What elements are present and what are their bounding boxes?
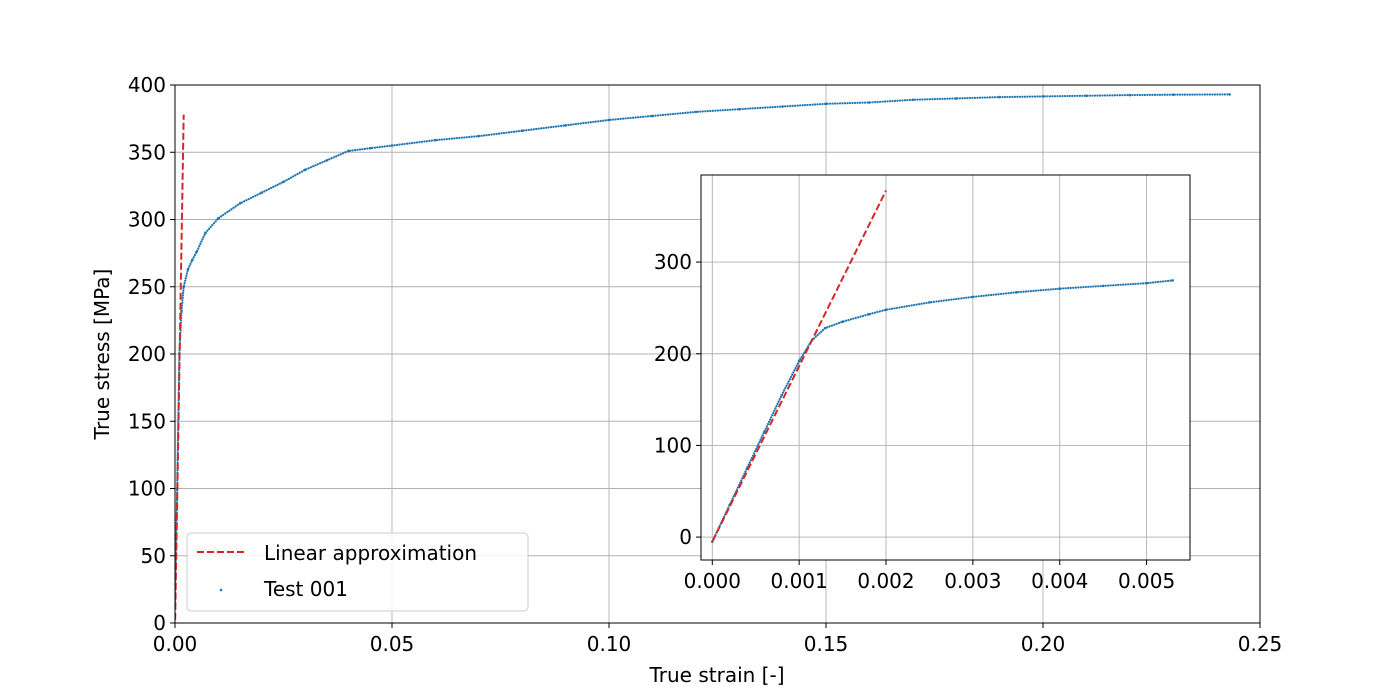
inset-test-001-point (780, 393, 784, 397)
inset-test-001-point (823, 326, 827, 330)
inset-plot-frame (700, 174, 1191, 561)
inset-test-001-point (1171, 279, 1174, 282)
main-test-001-point (303, 168, 307, 172)
inset-test-001-point (841, 320, 844, 323)
main-test-001-point (282, 180, 285, 184)
main-x-tick-label: 0.25 (1238, 632, 1283, 656)
inset-x-tick-label: 0.002 (857, 569, 914, 593)
main-test-001-point (651, 114, 654, 118)
main-test-001-point (182, 285, 185, 289)
inset-y-tick-label: 100 (654, 433, 692, 457)
main-test-001-point (217, 216, 220, 220)
main-y-tick-label: 200 (128, 342, 166, 366)
main-test-001-point (1171, 93, 1175, 96)
main-test-001-point (238, 202, 242, 205)
main-test-001-point (186, 267, 190, 271)
main-test-001-point (1085, 94, 1088, 98)
main-y-tick-label: 350 (128, 140, 166, 164)
inset-test-001-point (797, 359, 801, 363)
main-x-tick-label: 0.15 (804, 632, 849, 656)
main-test-001-point (694, 110, 698, 114)
inset-y-tick-label: 0 (679, 525, 692, 549)
main-test-001-point (180, 309, 183, 313)
inset-test-001-point (1145, 281, 1148, 285)
main-test-001-point (369, 146, 372, 150)
main-test-001-point (911, 98, 915, 102)
main-y-tick-label: 400 (128, 73, 166, 97)
legend-marker-test-001 (219, 588, 223, 592)
main-test-001-point (204, 231, 207, 235)
inset-test-001-trace (711, 279, 1174, 543)
main-test-001-point (737, 107, 741, 111)
main-test-001-point (477, 134, 481, 138)
main-test-001-point (998, 95, 1001, 99)
main-x-tick-label: 0.05 (370, 632, 415, 656)
main-linear-approximation-line (175, 114, 185, 623)
inset-y-tick-label: 300 (654, 250, 692, 274)
inset-test-001-point (928, 301, 931, 304)
y-axis-label: True stress [MPa] (90, 269, 114, 441)
main-series (175, 93, 1231, 623)
main-test-001-point (1041, 95, 1045, 98)
main-x-tick-label: 0.20 (1021, 632, 1066, 656)
main-ticks: 0.00 0.05 0.10 0.15 0.20 0.25 0 50 100 150 200 250 3… (128, 73, 1282, 656)
legend-label-linear-approximation: Linear approximation (264, 541, 477, 565)
inset-grid (701, 175, 1190, 560)
inset-x-tick-label: 0.003 (944, 569, 1001, 593)
inset-test-001-point (763, 430, 766, 433)
main-test-001-point (824, 102, 828, 106)
inset-test-001-point (971, 295, 975, 299)
main-test-001-point (191, 258, 194, 262)
legend-label-test-001: Test 001 (263, 577, 348, 601)
inset-x-tick-label: 0.001 (771, 569, 828, 593)
main-test-001-point (520, 129, 524, 133)
main-test-001-point (434, 138, 437, 142)
main-y-tick-label: 150 (128, 409, 166, 433)
x-axis-label: True strain [-] (649, 663, 785, 687)
main-test-001-point (260, 191, 264, 194)
inset-x-tick-label: 0.004 (1031, 569, 1088, 593)
main-test-001-point (954, 97, 958, 100)
main-y-tick-label: 300 (128, 208, 166, 232)
main-x-tick-label: 0.10 (587, 632, 632, 656)
legend-box (186, 532, 529, 612)
legend: Linear approximation Test 001 (186, 532, 529, 612)
main-y-tick-label: 0 (153, 611, 166, 635)
main-test-001-point (781, 105, 784, 108)
main-test-001-point (1128, 93, 1132, 97)
inset-x-tick-label: 0.000 (684, 569, 741, 593)
main-y-tick-label: 50 (141, 544, 166, 568)
inset-y-tick-label: 200 (654, 342, 692, 366)
main-y-tick-label: 100 (128, 477, 166, 501)
inset-test-001-point (1058, 287, 1062, 290)
main-test-001-point (1228, 93, 1231, 96)
inset-test-001-point (1014, 291, 1018, 294)
main-test-001-point (195, 250, 198, 254)
inset-background (701, 175, 1190, 560)
inset-test-001-point (1101, 284, 1105, 288)
main-x-tick-label: 0.00 (153, 632, 198, 656)
inset-test-001-point (867, 313, 870, 316)
main-test-001-point (868, 101, 871, 104)
main-y-tick-label: 250 (128, 275, 166, 299)
main-test-001-point (347, 149, 350, 153)
inset-ticks: 0.000 0.001 0.002 0.003 0.004 0.005 0 100 200 300 (654, 250, 1175, 593)
main-test-001-point (390, 144, 394, 147)
inset-series (710, 190, 1174, 543)
main-test-001-point (325, 159, 329, 162)
inset-linear-approximation-line (711, 190, 887, 543)
inset-x-tick-label: 0.005 (1118, 569, 1175, 593)
inset-plot: 0.000 0.001 0.002 0.003 0.004 0.005 0 100 200 300 (654, 174, 1191, 593)
main-test-001-point (607, 118, 611, 122)
inset-test-001-point (884, 308, 888, 312)
main-test-001-point (564, 124, 567, 127)
